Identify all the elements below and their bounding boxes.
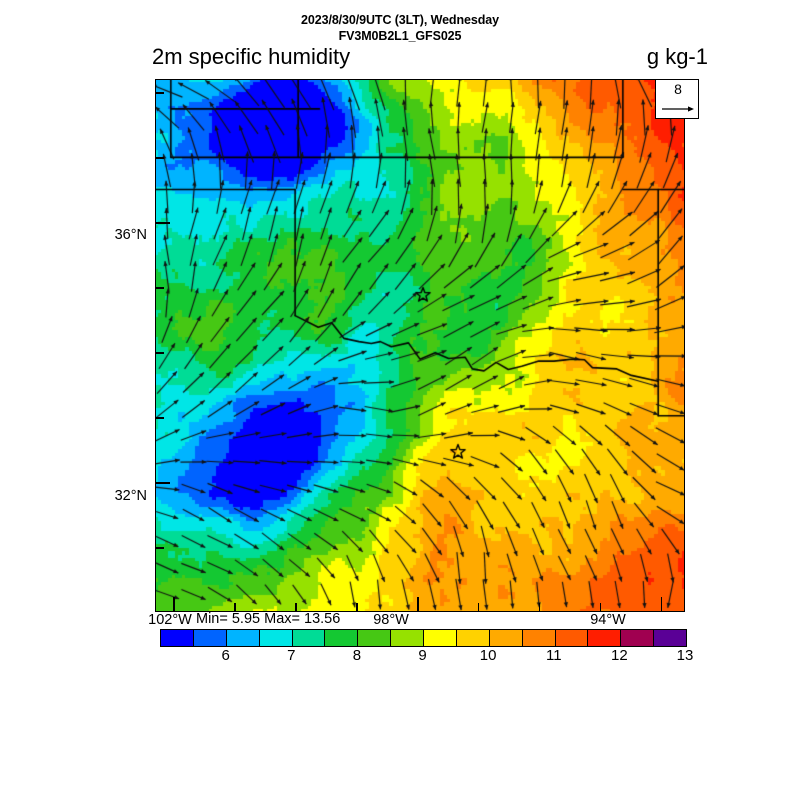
colorbar-band-6	[358, 630, 392, 646]
x-axis-label-2: 94°W	[590, 612, 626, 628]
reference-vector-box: 8	[655, 79, 699, 119]
x-tick-97	[477, 603, 480, 612]
colorbar-band-15	[654, 630, 686, 646]
y-tick-36	[155, 222, 170, 224]
colorbar-band-12	[555, 630, 589, 646]
page-title: 2m specific humidity	[152, 44, 351, 69]
y-tick-31	[155, 547, 164, 549]
x-tick-98	[416, 597, 419, 612]
colorbar-band-2	[226, 630, 260, 646]
colorbar-band-0	[161, 630, 194, 646]
y-tick-37	[155, 157, 164, 159]
colorbar-band-7	[391, 630, 424, 646]
x-tick-102	[173, 597, 175, 612]
x-tick-101	[234, 603, 236, 612]
colorbar-band-8	[424, 630, 457, 646]
title-model: FV3M0B2L1_GFS025	[338, 29, 462, 43]
x-axis-label-1: 98°W	[373, 612, 409, 628]
y-tick-35	[155, 287, 164, 289]
colorbar-tick-11: 11	[545, 647, 562, 664]
colorbar-band-4	[292, 630, 326, 646]
y-tick-33	[155, 417, 164, 419]
colorbar-tick-6: 6	[221, 647, 230, 664]
colorbar[interactable]	[160, 629, 687, 647]
minmax-stats: Min= 5.95 Max= 13.56	[196, 611, 341, 627]
x-tick-96	[538, 603, 541, 612]
colorbar-band-5	[325, 630, 359, 646]
colorbar-band-3	[259, 630, 293, 646]
colorbar-tick-12: 12	[611, 647, 628, 664]
y-tick-32	[155, 482, 170, 484]
x-axis-label-0: 102°W	[148, 612, 192, 628]
x-tick-100	[295, 603, 297, 612]
y-tick-34	[155, 352, 164, 354]
colorbar-band-9	[456, 630, 490, 646]
y-tick-38	[155, 92, 164, 94]
colorbar-band-14	[621, 630, 655, 646]
wind-vectors	[155, 79, 685, 612]
colorbar-band-1	[193, 630, 227, 646]
colorbar-tick-10: 10	[479, 647, 497, 664]
x-tick-95	[599, 603, 602, 612]
units-label: g kg-1	[646, 44, 708, 69]
map-plot-area	[155, 79, 685, 612]
y-axis-label-1: 32°N	[114, 488, 147, 504]
colorbar-band-10	[489, 630, 523, 646]
y-axis-label-0: 36°N	[114, 227, 147, 243]
colorbar-tick-9: 9	[418, 647, 427, 664]
title-datetime: 2023/8/30/9UTC (3LT), Wednesday	[301, 13, 499, 27]
colorbar-tick-8: 8	[352, 647, 362, 664]
x-tick-99	[356, 603, 358, 612]
colorbar-band-11	[522, 630, 556, 646]
reference-vector-value: 8	[674, 81, 682, 97]
colorbar-band-13	[588, 630, 622, 646]
colorbar-tick-7: 7	[287, 647, 296, 664]
reference-vector-arrow	[662, 106, 694, 112]
colorbar-tick-13: 13	[676, 647, 694, 664]
x-tick-94	[660, 597, 663, 612]
